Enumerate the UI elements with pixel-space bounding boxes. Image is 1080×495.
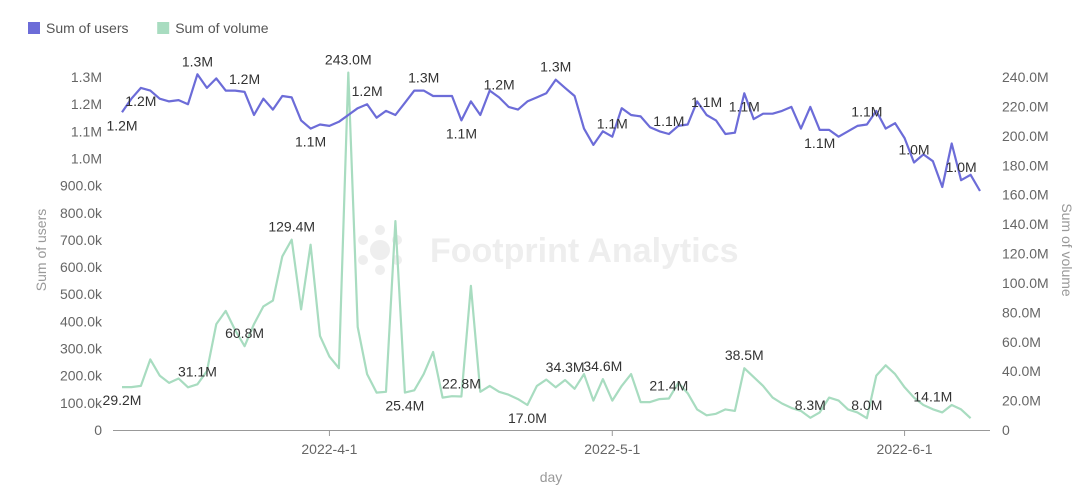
y-right-tick-label: 240.0M	[1002, 69, 1049, 85]
series-line-volume[interactable]	[122, 71, 972, 420]
legend-label[interactable]: Sum of volume	[175, 20, 269, 36]
data-label: 14.1M	[913, 388, 952, 404]
legend-swatch[interactable]	[157, 22, 170, 34]
y-left-tick-label: 1.3M	[71, 69, 102, 85]
x-tick-label: 2022-4-1	[301, 441, 357, 457]
y-right-tick-label: 180.0M	[1002, 157, 1049, 173]
legend-swatch[interactable]	[28, 22, 40, 34]
data-label: 129.4M	[268, 219, 315, 235]
data-label: 1.1M	[446, 125, 477, 141]
y-left-tick-label: 1.2M	[71, 96, 102, 112]
y-left-tick-label: 700.0k	[60, 232, 103, 248]
y-axis-right-title: Sum of volume	[1059, 203, 1075, 297]
y-axis-left: 0 100.0k 200.0k 300.0k 400.0k 500.0k 600.0k 700…	[60, 69, 103, 438]
x-tick-label: 2022-5-1	[584, 441, 640, 457]
y-left-tick-label: 300.0k	[60, 341, 103, 357]
y-left-tick-label: 800.0k	[60, 205, 103, 221]
x-axis-title: day	[540, 469, 563, 485]
data-label: 17.0M	[508, 410, 547, 426]
y-right-tick-label: 60.0M	[1002, 334, 1041, 350]
series-layer	[121, 71, 981, 420]
data-label: 60.8M	[225, 325, 264, 341]
y-left-tick-label: 1.0M	[71, 150, 102, 166]
data-label: 1.0M	[946, 159, 977, 175]
y-axis-right: 0 20.0M 40.0M 60.0M 80.0M 100.0M 120.0M 140.0M 1…	[1002, 69, 1049, 438]
y-right-tick-label: 80.0M	[1002, 304, 1041, 320]
y-left-tick-label: 400.0k	[60, 313, 103, 329]
data-label: 1.3M	[182, 53, 213, 69]
y-left-tick-label: 900.0k	[60, 178, 103, 194]
y-left-tick-label: 600.0k	[60, 259, 103, 275]
y-left-tick-label: 500.0k	[60, 286, 103, 302]
data-label: 1.0M	[898, 142, 929, 158]
y-left-tick-label: 100.0k	[60, 395, 103, 411]
data-label: 243.0M	[325, 52, 372, 68]
data-label: 1.2M	[352, 83, 383, 99]
data-label: 29.2M	[103, 392, 142, 408]
legend-label[interactable]: Sum of users	[46, 20, 128, 36]
data-label: 1.1M	[653, 113, 684, 129]
y-right-tick-label: 20.0M	[1002, 393, 1041, 409]
y-left-tick-label: 0	[94, 422, 102, 438]
data-label: 1.1M	[729, 98, 760, 114]
y-right-tick-label: 200.0M	[1002, 128, 1049, 144]
data-label: 31.1M	[178, 363, 217, 379]
y-right-tick-label: 0	[1002, 422, 1010, 438]
data-label: 1.3M	[540, 59, 571, 75]
data-label: 1.1M	[597, 116, 628, 132]
data-label: 1.2M	[229, 71, 260, 87]
y-right-tick-label: 140.0M	[1002, 216, 1049, 232]
x-axis: 2022-4-1 2022-5-1 2022-6-1	[113, 430, 990, 457]
series-line-users[interactable]	[121, 73, 981, 192]
data-label: 34.6M	[583, 358, 622, 374]
data-label: 1.2M	[125, 93, 156, 109]
legend: Sum of users Sum of volume	[28, 20, 269, 36]
data-label: 1.3M	[408, 70, 439, 86]
data-label: 1.1M	[691, 94, 722, 110]
y-right-tick-label: 100.0M	[1002, 275, 1049, 291]
y-right-tick-label: 40.0M	[1002, 363, 1041, 379]
x-tick-label: 2022-6-1	[877, 441, 933, 457]
y-right-tick-label: 220.0M	[1002, 98, 1049, 114]
data-label: 34.3M	[546, 359, 585, 375]
data-label: 1.2M	[484, 76, 515, 92]
watermark-text: Footprint Analytics	[430, 232, 739, 270]
data-label: 1.1M	[804, 135, 835, 151]
data-label: 8.0M	[851, 397, 882, 413]
y-left-tick-label: 1.1M	[71, 123, 102, 139]
data-labels-layer: 1.2M 1.2M 1.3M 1.2M 1.1M 1.2M 1.3M 1.1M 1.2M 1.3M…	[103, 52, 977, 426]
data-label: 21.4M	[649, 378, 688, 394]
data-label: 8.3M	[795, 397, 826, 413]
y-left-tick-label: 200.0k	[60, 368, 103, 384]
y-right-tick-label: 120.0M	[1002, 246, 1049, 262]
data-label: 38.5M	[725, 347, 764, 363]
y-axis-left-title: Sum of users	[33, 209, 49, 291]
watermark: Footprint Analytics	[358, 225, 739, 275]
data-label: 1.1M	[851, 104, 882, 120]
y-right-tick-label: 160.0M	[1002, 187, 1049, 203]
data-label: 1.1M	[295, 134, 326, 150]
data-label: 1.2M	[106, 117, 137, 133]
data-label: 22.8M	[442, 375, 481, 391]
data-label: 25.4M	[385, 398, 424, 414]
